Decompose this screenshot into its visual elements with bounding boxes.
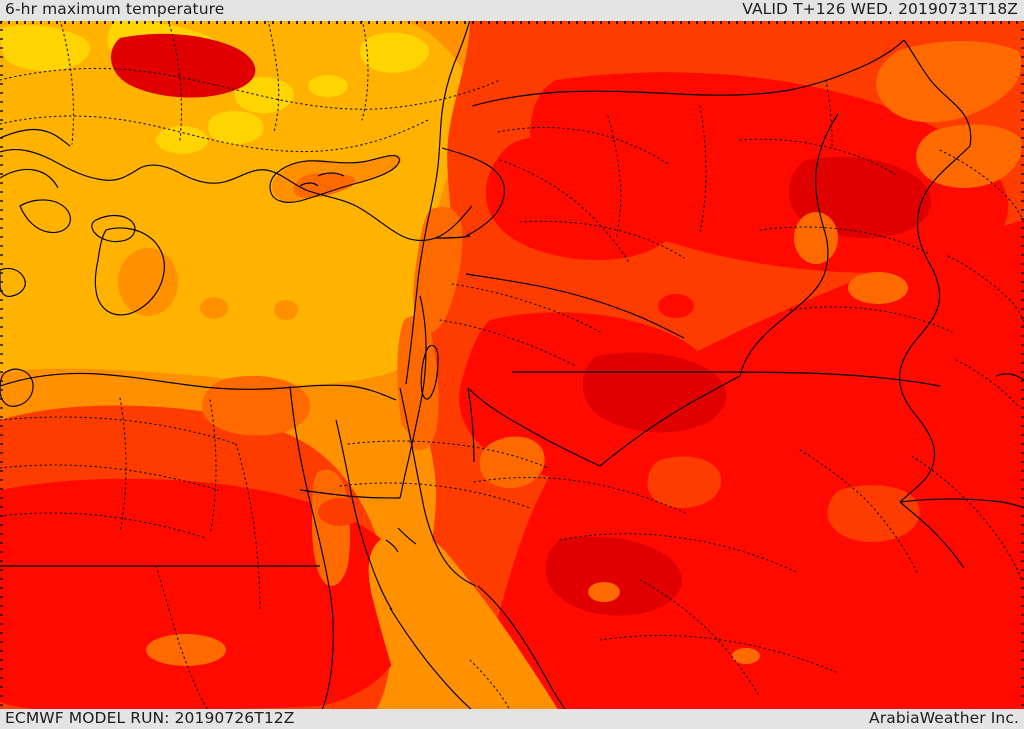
dotted-iraq-gov-4 xyxy=(825,79,833,147)
blob-orange-8 xyxy=(146,634,226,666)
contour-yellow-patch-c xyxy=(234,77,294,114)
coastline-cyprus xyxy=(269,155,400,203)
dotted-turkey-provinces-4 xyxy=(167,20,183,141)
border-lebanon-israel xyxy=(435,235,471,239)
dotted-syria-gov-3 xyxy=(519,220,685,259)
dotted-syria-gov-5 xyxy=(699,105,707,233)
blob-red-1 xyxy=(658,294,694,318)
contour-orange-aqaba xyxy=(397,315,439,451)
contour-orange-zagros xyxy=(876,41,1022,123)
coastline-levant xyxy=(405,20,471,385)
border-turkey-iraq-iran xyxy=(903,39,972,147)
dotted-sinai-gov xyxy=(347,440,549,469)
blob-yellow-1 xyxy=(156,126,208,154)
border-jordan-iraq-saudi xyxy=(467,387,601,467)
dotted-saudi-prov-6 xyxy=(599,634,837,673)
blob-red-2 xyxy=(318,498,362,526)
coastline-turkey-peninsula xyxy=(94,227,165,316)
contour-orange-delta xyxy=(201,375,311,436)
temperature-contour-field xyxy=(0,20,1024,710)
dotted-egypt-border-east xyxy=(235,443,261,611)
coastline-sinai-west-suez xyxy=(335,419,393,611)
blob-orange-5 xyxy=(794,212,838,264)
contour-orange-east-a xyxy=(647,456,722,508)
border-israel-jordan xyxy=(399,295,427,499)
contour-orange-levantcoast xyxy=(413,206,463,334)
dotted-turkey-provinces-6 xyxy=(361,20,369,121)
dotted-iraq-gov-3 xyxy=(789,306,953,333)
contour-darkred-46-a xyxy=(110,33,256,98)
contour-orange-sinai-pocket xyxy=(343,416,410,473)
dotted-egypt-gov-4 xyxy=(119,397,127,533)
coastline-egypt-north xyxy=(0,372,397,401)
blob-orange-6 xyxy=(588,582,620,602)
coastline-nile-river xyxy=(289,385,334,710)
dotted-syria-gov-2 xyxy=(499,159,631,265)
dotted-egypt-gov-3 xyxy=(0,512,207,539)
coastline-turkey-south xyxy=(0,149,473,242)
dotted-redsea-mid xyxy=(469,659,511,710)
dotted-iran-prov-1 xyxy=(939,149,1024,225)
blob-orange-4 xyxy=(848,272,908,304)
dotted-saudi-prov-1 xyxy=(473,477,689,515)
contour-orange-nwsaudi xyxy=(479,436,545,488)
dotted-saudi-prov-2 xyxy=(559,533,797,573)
dotted-turkey-provinces-5 xyxy=(267,20,280,133)
dotted-jordan-gov-2 xyxy=(439,319,577,367)
coastline-aegean xyxy=(0,128,136,243)
dotted-turkey-provinces-2 xyxy=(0,115,429,153)
border-jordan-saudi-east xyxy=(511,371,941,387)
coastline-redsea-east xyxy=(477,585,567,710)
contour-red-43-syria xyxy=(485,133,689,260)
border-syria-iraq-jordan xyxy=(599,375,741,467)
cyprus-hot-core xyxy=(293,173,355,198)
border-saudi-jordan-south xyxy=(467,387,475,463)
dotted-saudi-prov-5 xyxy=(911,455,1023,581)
blob-orange-1 xyxy=(118,248,178,316)
contour-yellow-31-anatolia xyxy=(0,25,91,72)
dotted-saudi-prov-3 xyxy=(639,579,759,695)
border-iraq-saudi xyxy=(899,498,1024,509)
dotted-egypt-gov-6 xyxy=(155,565,209,710)
coastline-sinai-east-aqaba xyxy=(399,387,477,587)
border-iraq-iran xyxy=(898,145,971,503)
border-iran-south xyxy=(899,501,965,569)
blob-orange-7 xyxy=(732,648,760,664)
dotted-sinai-gov-2 xyxy=(339,482,531,509)
border-turkey-syria xyxy=(471,39,905,107)
border-lebanon-syria xyxy=(441,147,505,237)
valid-time-label: VALID T+126 WED. 20190731T18Z xyxy=(742,0,1018,18)
dotted-iran-prov-3 xyxy=(955,359,1019,407)
border-jordan-syria xyxy=(465,273,685,339)
coastline-redsea-west xyxy=(389,607,473,710)
contour-orange-redsea xyxy=(368,533,558,710)
model-run-label: ECMWF MODEL RUN: 20190726T12Z xyxy=(5,709,295,727)
dotted-egypt-gov-5 xyxy=(209,399,217,535)
dotted-egypt-gov-1 xyxy=(0,416,237,445)
header-bar: 6-hr maximum temperature VALID T+126 WED… xyxy=(0,0,1024,21)
contour-orange-east-b xyxy=(827,485,920,542)
blob-yellow-2 xyxy=(308,75,348,97)
mediterranean-sea xyxy=(0,44,445,385)
contour-darkred-46-d xyxy=(545,536,682,616)
coastline-gulf-aqaba-tip xyxy=(385,527,417,553)
contour-red-43-eastdesert xyxy=(0,478,414,710)
contour-yellow-patch-b xyxy=(359,32,429,73)
dotted-iraq-gov-1 xyxy=(739,138,899,177)
temperature-map-canvas[interactable] xyxy=(0,20,1024,710)
border-syria-iraq xyxy=(739,113,839,377)
dotted-egypt-gov-2 xyxy=(0,464,219,491)
dotted-syria-gov-4 xyxy=(607,115,622,239)
map-title: 6-hr maximum temperature xyxy=(5,0,225,18)
footer-bar: ECMWF MODEL RUN: 20190726T12Z ArabiaWeat… xyxy=(0,709,1024,729)
border-israel-egypt xyxy=(299,489,401,499)
blob-orange-3 xyxy=(274,300,298,320)
dotted-iraq-gov-2 xyxy=(759,226,931,255)
blob-orange-2 xyxy=(200,297,228,319)
dotted-turkey-provinces-1 xyxy=(0,67,501,110)
provider-brand-label: ArabiaWeather Inc. xyxy=(869,709,1019,727)
contour-yellow-patch-d xyxy=(208,111,264,145)
